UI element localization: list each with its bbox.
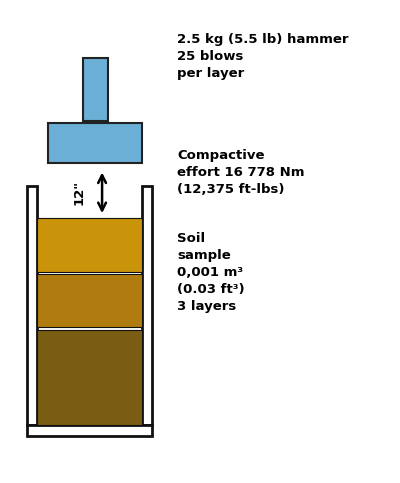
Bar	[48, 123, 142, 163]
Text: 12": 12"	[72, 180, 86, 205]
Bar	[27, 425, 152, 436]
Bar	[27, 186, 37, 425]
Bar	[37, 218, 142, 271]
Bar	[83, 58, 108, 121]
Bar	[37, 274, 142, 327]
Text: Soil
sample
0,001 m³
(0.03 ft³)
3 layers: Soil sample 0,001 m³ (0.03 ft³) 3 layers	[177, 232, 244, 313]
Bar	[37, 329, 142, 425]
Text: Compactive
effort 16 778 Nm
(12,375 ft-lbs): Compactive effort 16 778 Nm (12,375 ft-l…	[177, 149, 304, 196]
Bar	[142, 186, 152, 425]
Text: 2.5 kg (5.5 lb) hammer
25 blows
per layer: 2.5 kg (5.5 lb) hammer 25 blows per laye…	[177, 33, 348, 80]
